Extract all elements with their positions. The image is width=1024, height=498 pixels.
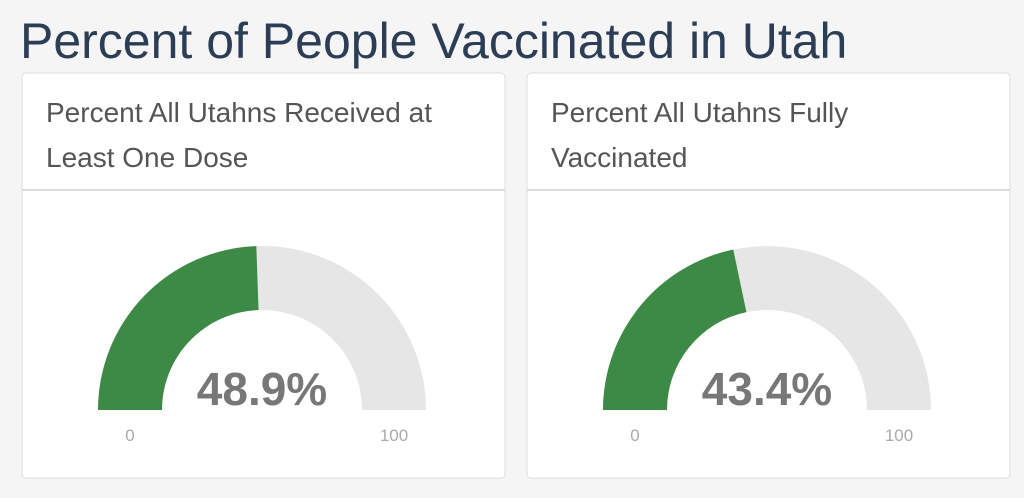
gauge-fill bbox=[603, 249, 747, 410]
tick-label: 0 bbox=[630, 426, 639, 445]
card-title: Percent All Utahns Fully bbox=[551, 97, 848, 128]
gauge-fill bbox=[98, 246, 259, 410]
tick-label: 100 bbox=[380, 426, 408, 445]
page-title: Percent of People Vaccinated in Utah bbox=[20, 13, 847, 69]
card-title: Vaccinated bbox=[551, 142, 687, 173]
tick-label: 100 bbox=[885, 426, 913, 445]
gauge-value: 48.9% bbox=[197, 363, 327, 415]
card-title: Percent All Utahns Received at bbox=[46, 97, 432, 128]
card-title: Least One Dose bbox=[46, 142, 248, 173]
gauge-value: 43.4% bbox=[702, 363, 832, 415]
tick-label: 0 bbox=[125, 426, 134, 445]
